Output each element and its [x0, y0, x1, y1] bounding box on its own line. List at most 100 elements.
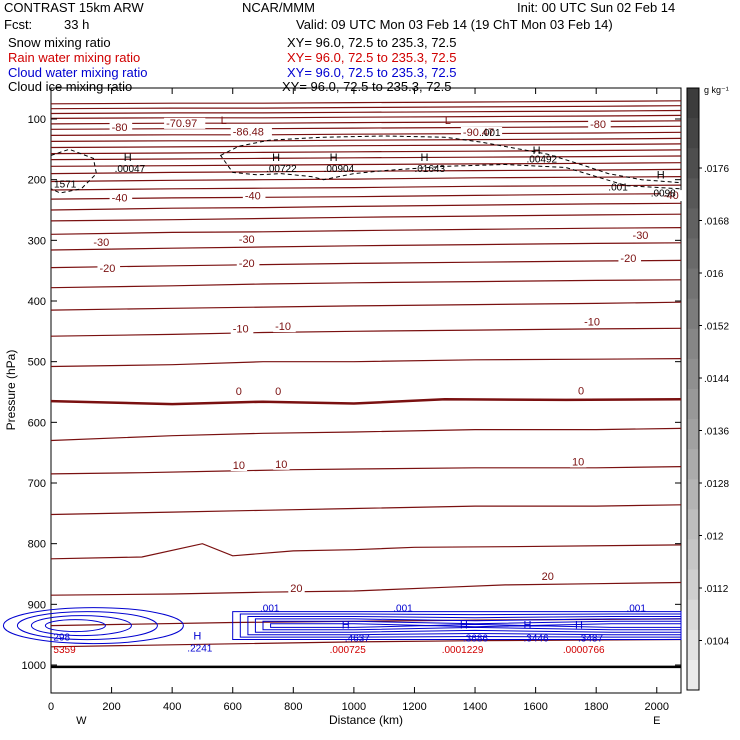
model-source: NCAR/MMM [242, 0, 315, 15]
contour-label: -30 [239, 234, 255, 246]
y-tick-label: 800 [28, 539, 46, 551]
forecast-label: Fcst: [4, 17, 33, 32]
init-time: Init: 00 UTC Sun 02 Feb 14 [517, 0, 676, 15]
contour-label-bg [582, 316, 605, 328]
colorbar-swatch [687, 298, 699, 330]
y-tick-label: 400 [28, 296, 46, 308]
cloud-water-value: .001 [393, 604, 413, 615]
contour-label: 0 [578, 385, 584, 397]
extremum-marker: H [524, 620, 532, 632]
temperature-contour [50, 638, 682, 648]
colorbar-swatch [687, 208, 699, 239]
x-tick-label: 400 [163, 701, 181, 713]
temperature-contour [50, 137, 682, 142]
contour-label: -30 [633, 230, 649, 242]
cloud-ice-value: .00047 [115, 164, 146, 175]
temperature-contour [50, 184, 682, 191]
contour-label: -40 [245, 191, 261, 203]
y-tick-label: 100 [28, 114, 46, 126]
y-tick-label: 900 [28, 599, 46, 611]
forecast-hours: 33 h [64, 17, 90, 32]
cloud-water-contour [254, 618, 682, 633]
cloud-water-contours [2, 607, 682, 669]
temperature-contour [50, 193, 682, 200]
colorbar-swatch [687, 569, 699, 601]
rain-value: .0001229 [442, 645, 484, 656]
temperature-contour [50, 358, 682, 368]
cloud-ice-contour [219, 135, 682, 190]
contour-label-bg [460, 126, 503, 138]
legend-snow: Snow mixing ratio [8, 35, 111, 50]
cloud-water-value: .3446 [524, 633, 549, 644]
x-tick-label: 200 [102, 701, 120, 713]
cloud-water-contour [247, 616, 682, 636]
temperature-contour [50, 543, 682, 560]
contour-label: -10 [584, 316, 600, 328]
contour-label: -10 [275, 321, 291, 333]
extremum-marker: H [330, 152, 338, 164]
cloud-water-contour [270, 623, 682, 628]
contour-label-bg [242, 190, 266, 202]
temperature-contour [50, 227, 682, 235]
cloud-ice-value: .001 [481, 128, 501, 139]
colorbar-swatch [687, 419, 699, 450]
colorbar: g kg⁻¹ .0176 .0168 .016 .0152 .0144 .0136 .0128… [686, 85, 729, 691]
colorbar-unit: g kg⁻¹ [704, 85, 729, 95]
contour-label: -30 [93, 237, 109, 249]
cloud-water-value: .001 [260, 604, 280, 615]
contour-label-bg [230, 460, 248, 472]
x-axis-label: Distance (km) [329, 713, 403, 727]
contour-label-bg [233, 386, 244, 398]
colorbar-swatch [687, 599, 699, 631]
cloud-water-contour [232, 611, 682, 640]
extremum-marker: H [657, 169, 665, 181]
colorbar-swatch [687, 268, 699, 300]
colorbar-label: .0144 [704, 374, 729, 385]
extremum-marker: H [575, 620, 583, 632]
contour-label: -86.48 [233, 126, 264, 138]
contour-label-bg [273, 321, 296, 333]
colorbar-label: .0136 [704, 427, 729, 438]
colorbar-label: .0104 [704, 637, 729, 648]
colorbar-label: .0152 [704, 322, 729, 333]
legend-snow-xy: XY= 96.0, 72.5 to 235.3, 72.5 [287, 35, 457, 50]
cloud-water-contour [30, 615, 132, 637]
extremum-marker: H [342, 620, 350, 632]
extremum-marker: H [533, 145, 541, 157]
chart-title: CONTRAST 15km ARW [4, 0, 144, 15]
legend-cloud-water-xy: XY= 96.0, 72.5 to 235.3, 72.5 [287, 65, 457, 80]
colorbar-label: .016 [704, 269, 724, 280]
contour-label-bg [569, 456, 587, 468]
x-tick-label: 1600 [523, 701, 547, 713]
temperature-contour [50, 259, 682, 269]
colorbar-swatch [687, 629, 699, 661]
cloud-water-value: .2241 [187, 644, 212, 655]
cloud-ice-value: .001 [608, 183, 628, 194]
x-tick-label: 800 [284, 701, 302, 713]
temperature-contour [50, 162, 682, 167]
extremum-marker: H [421, 152, 429, 164]
contour-label: 0 [275, 386, 281, 398]
temperature-contour [50, 202, 682, 211]
y-tick-label: 500 [28, 357, 46, 369]
colorbar-label: .0168 [704, 217, 729, 228]
contour-label: -20 [99, 263, 115, 275]
contour-label-bg [230, 323, 254, 335]
temperature-contour [50, 131, 682, 136]
x-tick-label: 0 [48, 701, 54, 713]
cloud-water-value: .4637 [345, 633, 370, 644]
colorbar-swatch [687, 238, 699, 270]
colorbar-swatch [687, 509, 699, 540]
cloud-water-value: .3686 [463, 633, 488, 644]
cloud-ice-value: .0098 [651, 189, 676, 200]
temperature-contour [50, 427, 682, 442]
temperature-contour [50, 242, 682, 251]
contour-label: -20 [239, 258, 255, 270]
colorbar-swatch [687, 449, 699, 480]
contour-label-bg [576, 385, 587, 397]
extremum-marker: L [445, 115, 451, 127]
contour-label: -70.97 [166, 118, 197, 130]
contour-label-bg [288, 583, 305, 595]
cloud-water-contour [44, 619, 106, 633]
